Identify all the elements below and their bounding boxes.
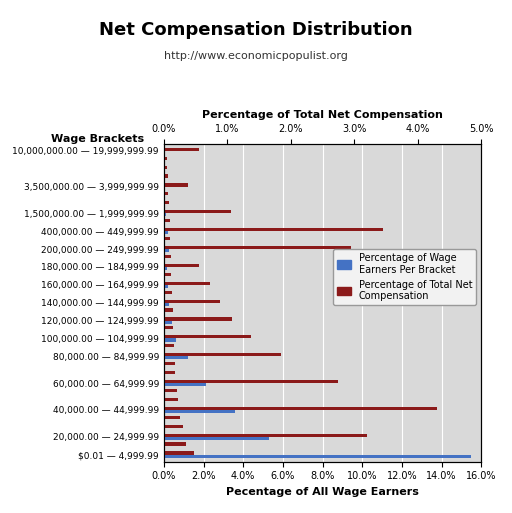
Bar [164,249,169,252]
Bar [164,398,178,401]
Bar [164,353,281,356]
Bar [164,321,172,324]
Text: Wage Brackets: Wage Brackets [51,133,144,144]
Bar [164,371,175,374]
Bar [164,213,166,216]
Bar [164,166,167,169]
Bar [164,308,173,311]
Bar [164,264,199,267]
Text: Net Compensation Distribution: Net Compensation Distribution [99,21,413,38]
Bar [164,339,176,342]
Bar [164,455,472,458]
Bar [164,174,167,177]
Bar [164,380,338,383]
Bar [164,156,167,160]
Bar [164,273,172,276]
Bar [164,389,177,392]
Bar [164,183,188,187]
Bar [164,237,170,240]
Bar [164,303,169,306]
Bar [164,290,172,294]
Bar [164,246,351,249]
Text: http://www.economicpopulist.org: http://www.economicpopulist.org [164,51,348,61]
Bar [164,151,165,154]
Bar [164,231,168,234]
Legend: Percentage of Wage
Earners Per Bracket, Percentage of Total Net
Compensation: Percentage of Wage Earners Per Bracket, … [333,249,477,305]
Bar [164,383,205,386]
Bar [164,416,180,419]
X-axis label: Percentage of Total Net Compensation: Percentage of Total Net Compensation [202,110,443,121]
Bar [164,192,168,195]
Bar [164,228,383,231]
Bar [164,318,232,321]
Bar [164,451,195,455]
Bar [164,356,187,360]
Bar [164,344,174,347]
Bar [164,201,169,204]
Bar [164,437,269,440]
Bar [164,433,367,437]
Bar [164,300,220,303]
Bar [164,362,175,365]
Bar [164,148,199,151]
Bar [164,282,209,285]
X-axis label: Pecentage of All Wage Earners: Pecentage of All Wage Earners [226,487,419,497]
Bar [164,326,174,329]
Bar [164,187,165,190]
Bar [164,255,171,258]
Bar [164,285,168,288]
Bar [164,219,169,222]
Bar [164,336,251,339]
Bar [164,407,437,410]
Bar [164,410,236,413]
Bar [164,210,230,213]
Bar [164,443,186,446]
Bar [164,425,183,428]
Bar [164,267,167,270]
